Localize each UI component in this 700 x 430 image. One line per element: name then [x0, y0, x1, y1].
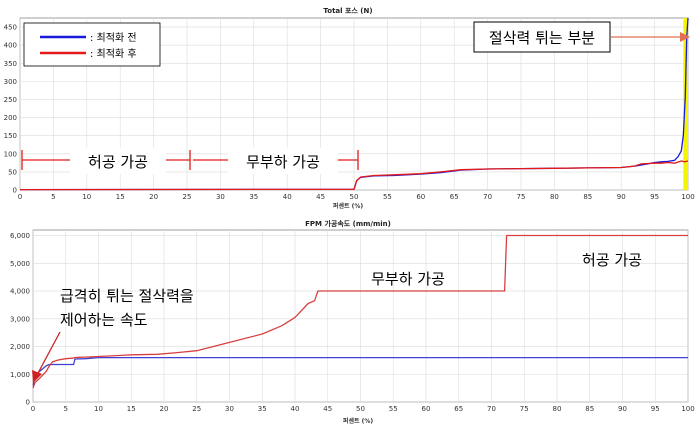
top-y-tick-label: 450: [4, 24, 17, 32]
bottom-annotation-control-line1: 급격히 튀는 절삭력을: [60, 287, 194, 305]
bottom-x-tick-label: 50: [356, 405, 365, 413]
bottom-x-tick-label: 65: [454, 405, 463, 413]
top-y-tick-label: 100: [4, 150, 17, 158]
top-x-tick-label: 35: [249, 193, 258, 201]
top-y-tick-label: 250: [4, 96, 17, 104]
bottom-x-tick-label: 95: [651, 405, 660, 413]
bottom-x-tick-label: 20: [160, 405, 169, 413]
top-y-tick-label: 0: [13, 187, 17, 195]
top-x-tick-label: 55: [383, 193, 392, 201]
bottom-x-tick-label: 0: [31, 405, 35, 413]
top-x-tick-label: 65: [450, 193, 459, 201]
top-highlight-band: [683, 18, 688, 190]
arrow-head-icon: [680, 32, 690, 42]
top-x-tick-label: 20: [149, 193, 158, 201]
top-x-tick-label: 60: [416, 193, 425, 201]
top-series-1-line: [19, 160, 689, 191]
top-x-tick-label: 25: [183, 193, 192, 201]
bottom-x-tick-label: 70: [487, 405, 496, 413]
bottom-x-tick-label: 100: [681, 405, 694, 413]
top-y-tick-label: 400: [4, 42, 17, 50]
bottom-x-tick-label: 90: [618, 405, 627, 413]
top-y-tick-label: 300: [4, 78, 17, 86]
legend-label-after: : 최적화 후: [90, 48, 137, 60]
top-y-tick-label: 350: [4, 60, 17, 68]
bottom-x-tick-label: 60: [422, 405, 431, 413]
top-x-tick-label: 90: [617, 193, 626, 201]
legend: : 최적화 전 : 최적화 후: [23, 22, 161, 67]
bottom-x-tick-label: 55: [389, 405, 398, 413]
region-bracket-noload: 무부하 가공: [193, 148, 359, 174]
top-annotation-spike: 절삭력 튀는 부분: [489, 29, 595, 47]
bottom-x-tick-label: 25: [192, 405, 201, 413]
bottom-x-tick-label: 10: [94, 405, 103, 413]
top-x-tick-label: 50: [350, 193, 359, 201]
bottom-annotation-control-line2: 제어하는 속도: [60, 311, 148, 329]
bottom-x-tick-label: 15: [127, 405, 136, 413]
bottom-annotation-idle: 허공 가공: [582, 251, 642, 269]
bottom-chart-title: FPM 가공속도 (mm/min): [305, 219, 391, 228]
top-x-axis-label: 퍼센트 (%): [333, 202, 363, 210]
bottom-x-axis-label: 퍼센트 (%): [343, 417, 373, 425]
top-x-tick-label: 45: [316, 193, 325, 201]
bottom-series-1-line: [32, 234, 688, 389]
top-x-tick-label: 85: [583, 193, 592, 201]
top-x-tick-label: 0: [18, 193, 22, 201]
bottom-x-tick-label: 75: [520, 405, 529, 413]
top-x-tick-label: 75: [517, 193, 526, 201]
region-bracket-idle: 허공 가공: [21, 148, 191, 174]
arrow-head-icon: [32, 370, 42, 383]
top-x-tick-label: 70: [483, 193, 492, 201]
top-annotation-noload: 무부하 가공: [246, 153, 320, 171]
top-x-tick-label: 10: [82, 193, 91, 201]
bottom-y-tick-label: 6,000: [10, 232, 30, 240]
bottom-x-tick-label: 5: [64, 405, 68, 413]
top-x-tick-label: 5: [51, 193, 55, 201]
bottom-x-tick-label: 30: [225, 405, 234, 413]
bottom-y-tick-label: 5,000: [10, 260, 30, 268]
top-x-tick-label: 15: [116, 193, 125, 201]
control-arrow: [32, 331, 61, 383]
fpm-speed-chart: FPM 가공속도 (mm/min) 0 5 10 15 20 25 30 35 40 45 50 55…: [10, 219, 695, 425]
top-y-tick-label: 150: [4, 132, 17, 140]
total-force-chart: Total 포스 (N) 0 5 10 15 20 25 30 35 40 45 50 55 60 65 7…: [4, 7, 695, 210]
bottom-y-tick-label: 4,000: [10, 288, 30, 296]
top-chart-title: Total 포스 (N): [323, 7, 372, 15]
legend-box: [23, 22, 161, 67]
top-x-tick-label: 80: [550, 193, 559, 201]
bottom-y-tick-label: 3,000: [10, 315, 30, 323]
top-x-tick-label: 95: [650, 193, 659, 201]
bottom-x-tick-label: 35: [258, 405, 267, 413]
bottom-y-tick-label: 1,000: [10, 371, 30, 379]
top-x-tick-label: 100: [681, 193, 694, 201]
bottom-x-tick-label: 40: [291, 405, 300, 413]
bottom-x-tick-label: 80: [553, 405, 562, 413]
top-y-tick-label: 50: [8, 168, 17, 176]
top-x-tick-label: 40: [283, 193, 292, 201]
top-y-tick-label: 200: [4, 114, 17, 122]
spike-callout: 절삭력 튀는 부분: [473, 21, 690, 53]
bottom-x-tick-label: 85: [585, 405, 594, 413]
top-annotation-idle: 허공 가공: [88, 153, 148, 171]
top-x-tick-label: 30: [216, 193, 225, 201]
bottom-x-tick-label: 45: [323, 405, 332, 413]
bottom-y-tick-label: 2,000: [10, 343, 30, 351]
legend-label-before: : 최적화 전: [90, 32, 137, 44]
bottom-y-tick-label: 0: [26, 399, 30, 407]
bottom-annotation-noload: 무부하 가공: [371, 270, 445, 288]
